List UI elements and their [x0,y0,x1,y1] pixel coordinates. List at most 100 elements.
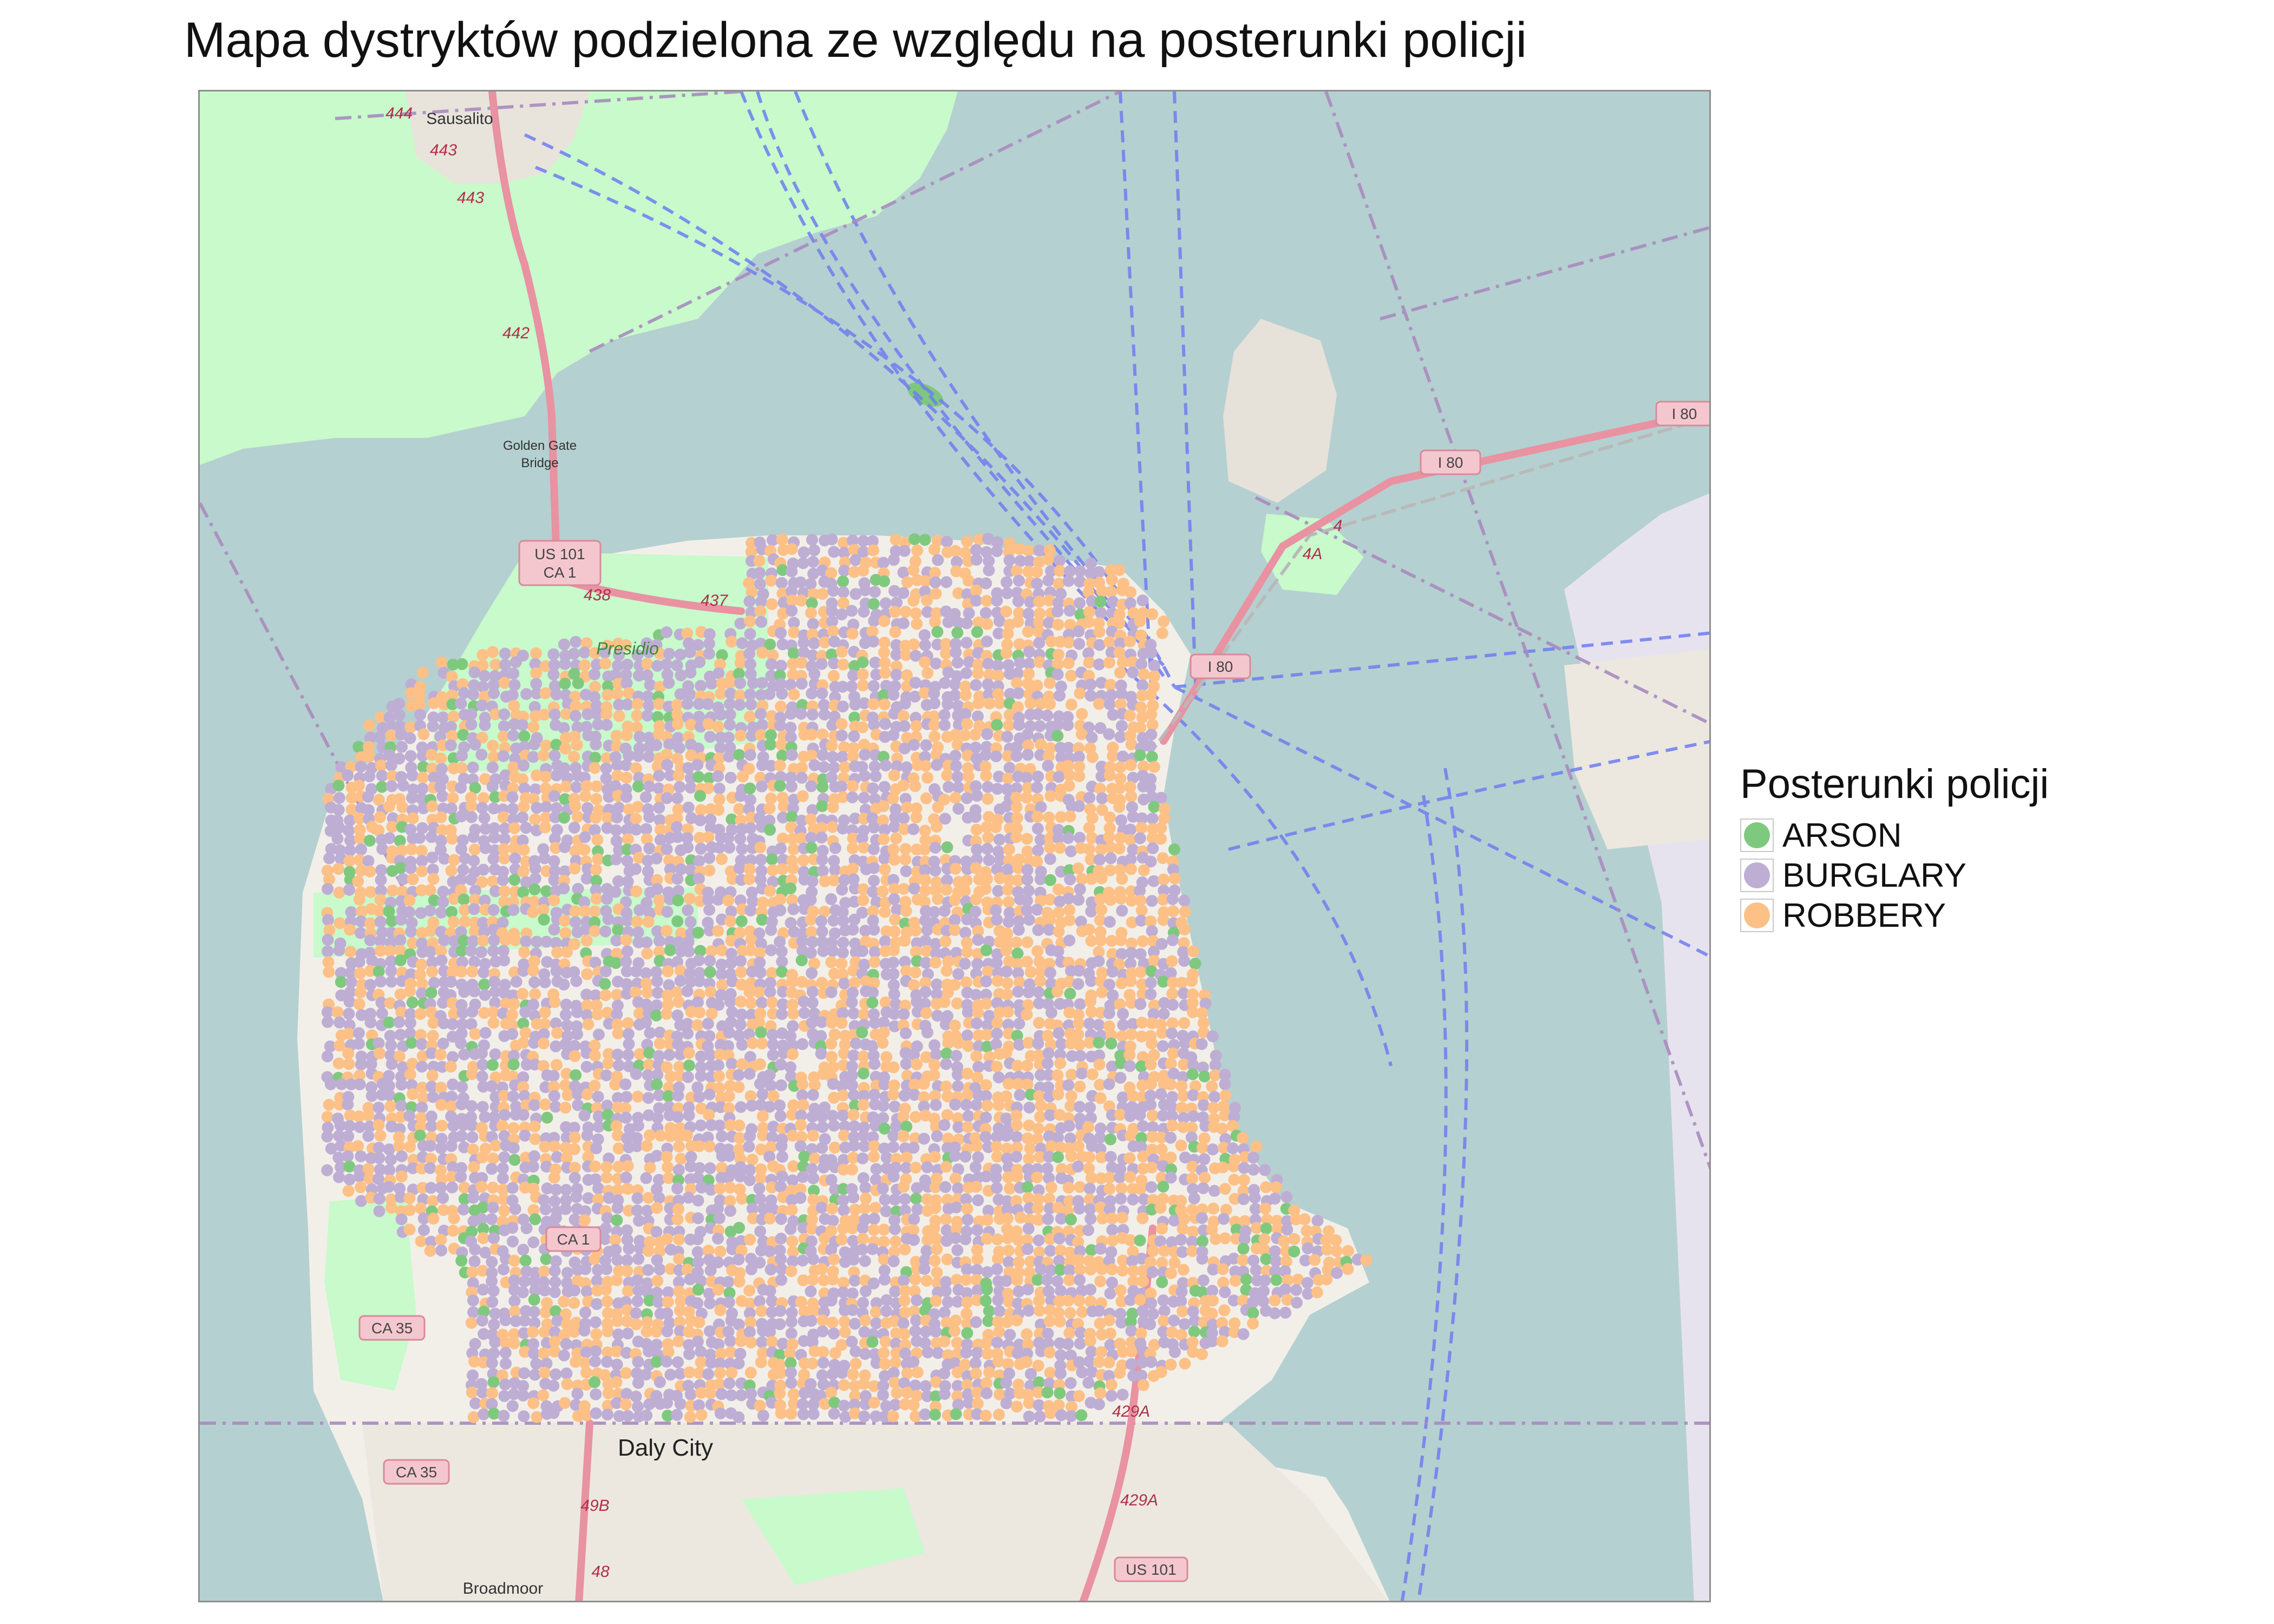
incident-point [907,1142,920,1154]
incident-point [591,780,603,793]
incident-point [888,1020,901,1032]
incident-point [1044,1264,1057,1276]
incident-point [734,1267,746,1279]
incident-point [724,1204,736,1217]
incident-point [715,709,727,721]
incident-point [1002,772,1014,784]
incident-point [1186,997,1199,1009]
incident-point [447,658,459,671]
incident-point [489,1048,501,1060]
incident-point [870,669,883,680]
incident-point [755,637,767,650]
incident-point [920,1275,933,1287]
incident-point [548,833,561,845]
incident-point [713,667,725,679]
incident-point [487,646,499,658]
incident-point [980,1079,992,1091]
incident-point [683,1047,695,1059]
incident-point [1125,863,1137,875]
incident-point [1023,555,1036,567]
incident-point [355,927,367,939]
incident-point [888,1101,901,1113]
incident-point [437,1191,449,1204]
incident-point [540,739,552,751]
incident-point [1124,1171,1136,1183]
incident-point [675,669,687,682]
incident-point [1034,1069,1047,1081]
incident-point [764,885,776,897]
incident-point [558,882,570,895]
incident-point [486,1080,498,1092]
incident-point [961,1068,973,1080]
incident-point [468,1255,481,1268]
map-canvas[interactable]: Sausalito Golden Gate Bridge Presidio Da… [198,90,1711,1602]
incident-point [1096,804,1108,816]
incident-point [971,1264,983,1276]
incident-point [466,1131,479,1143]
incident-point [879,996,892,1009]
incident-point [1134,1183,1147,1195]
incident-point [1001,587,1014,599]
incident-point [847,832,859,844]
incident-point [1093,1019,1105,1031]
incident-point [1158,885,1170,897]
incident-point [672,894,684,907]
incident-point [323,1098,335,1111]
incident-point [767,864,779,876]
incident-point [981,594,993,607]
incident-point [1073,1009,1084,1021]
incident-point [1021,936,1034,948]
incident-point [345,1078,357,1090]
incident-point [980,944,992,957]
incident-point [1136,1051,1149,1063]
incident-point [664,863,676,875]
incident-point [900,1058,912,1070]
incident-point [898,823,911,835]
incident-point [838,874,851,886]
incident-point [1083,822,1095,834]
incident-point [1106,1263,1118,1275]
incident-point [942,616,955,628]
incident-point [1084,853,1097,866]
incident-point [570,781,583,794]
incident-point [580,934,593,947]
incident-point [352,1140,364,1152]
incident-point [1198,1132,1211,1144]
incident-point [1270,1181,1282,1194]
incident-point [1137,1162,1149,1175]
incident-point [547,669,560,681]
incident-point [342,1047,355,1059]
incident-point [1166,1027,1178,1039]
incident-point [623,1038,635,1050]
incident-point [1024,697,1037,710]
incident-point [704,731,716,743]
incident-point [940,1047,953,1060]
incident-point [1178,1017,1191,1029]
incident-point [807,628,819,640]
incident-point [651,874,663,886]
incident-point [343,1007,355,1020]
incident-point [352,875,364,888]
incident-point [1197,1061,1209,1073]
incident-point [910,811,923,823]
incident-point [416,1060,428,1073]
incident-point [787,1255,799,1268]
incident-point [435,906,447,919]
incident-point [621,658,633,671]
incident-point [561,946,573,958]
incident-point [1044,874,1056,886]
incident-point [610,824,622,836]
incident-point [877,814,889,827]
incident-point [354,833,366,845]
incident-point [455,762,468,774]
incident-point [808,759,821,771]
incident-point [342,1150,354,1162]
incident-point [397,1061,409,1073]
incident-point [1145,646,1158,659]
incident-point [1148,761,1160,773]
incident-point [1031,903,1043,916]
incident-point [455,965,468,978]
incident-point [468,679,480,691]
incident-point [581,802,594,814]
incident-point [334,917,346,929]
